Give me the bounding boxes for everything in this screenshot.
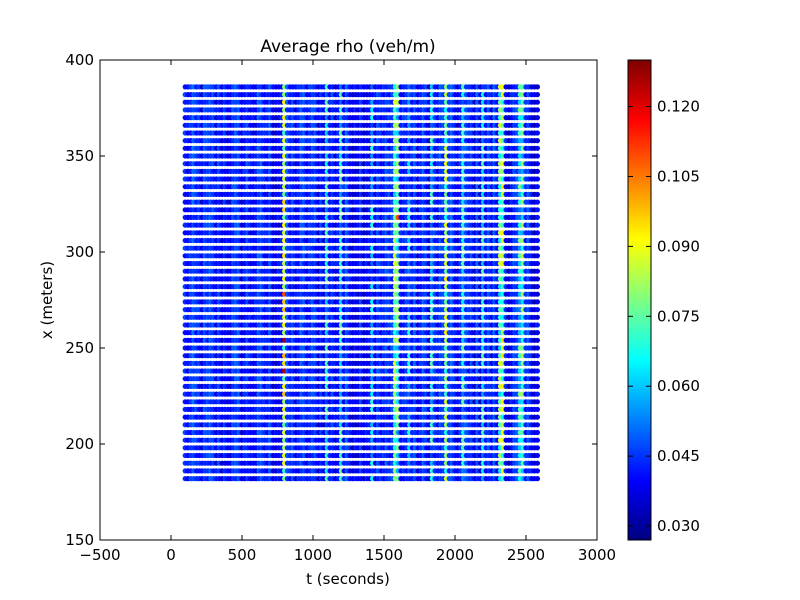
chart-title: Average rho (veh/m) xyxy=(260,37,435,57)
scatter-points xyxy=(182,84,541,482)
